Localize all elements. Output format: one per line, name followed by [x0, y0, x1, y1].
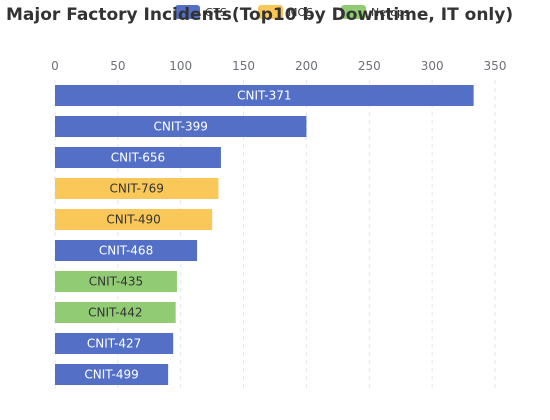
- legend-label[interactable]: GTS: [205, 6, 227, 19]
- bar[interactable]: [55, 364, 169, 385]
- x-tick-label: 100: [169, 59, 192, 73]
- bar-label: CNIT-442: [88, 306, 142, 320]
- x-tick-label: 50: [110, 59, 125, 73]
- legend-swatch[interactable]: [341, 5, 366, 19]
- bar-label: CNIT-769: [110, 182, 164, 196]
- bar-label: CNIT-468: [99, 244, 153, 258]
- x-tick-label: 250: [358, 59, 381, 73]
- legend-label[interactable]: Netops: [371, 6, 410, 19]
- x-tick-label: 200: [295, 59, 318, 73]
- bar[interactable]: [55, 302, 176, 323]
- legend[interactable]: GTS MOS Netops: [175, 5, 410, 19]
- bar-label: CNIT-427: [87, 337, 141, 351]
- bar[interactable]: [55, 333, 174, 354]
- x-tick-label: 150: [232, 59, 255, 73]
- bar-label: CNIT-399: [154, 120, 208, 134]
- bar-label: CNIT-371: [237, 89, 291, 103]
- x-tick-label: 350: [484, 59, 507, 73]
- x-tick-label: 0: [51, 59, 59, 73]
- bar-label: CNIT-490: [106, 213, 160, 227]
- bar[interactable]: [55, 271, 177, 292]
- bar-label: CNIT-499: [84, 368, 138, 382]
- bars: CNIT-371 CNIT-399 CNIT-656 CNIT-769 CNIT-490…: [55, 85, 474, 385]
- bar[interactable]: [55, 116, 307, 137]
- bar[interactable]: [55, 147, 221, 168]
- chart-title: Major Factory Incidents(Top10 by Downtim…: [6, 5, 513, 25]
- legend-swatch[interactable]: [175, 5, 200, 19]
- bar-label: CNIT-435: [89, 275, 143, 289]
- x-tick-label: 300: [421, 59, 444, 73]
- x-axis-ticks: 0 50 100 150 200 250 300 350: [51, 59, 506, 73]
- legend-label[interactable]: MOS: [288, 6, 313, 19]
- bar[interactable]: [55, 85, 474, 106]
- bar[interactable]: [55, 209, 213, 230]
- bar[interactable]: [55, 240, 198, 261]
- bar-label: CNIT-656: [111, 151, 165, 165]
- bar[interactable]: [55, 178, 219, 199]
- legend-swatch[interactable]: [258, 5, 283, 19]
